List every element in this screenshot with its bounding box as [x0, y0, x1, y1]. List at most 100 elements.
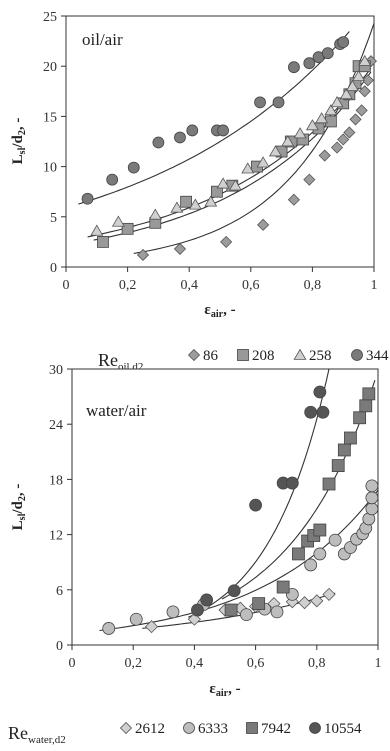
data-point-10554 — [285, 476, 299, 490]
y-tick-label: 25 — [43, 10, 57, 25]
data-point-86 — [173, 242, 187, 255]
x-tick-labels: 0 0,2 0,4 0,6 0,8 1 — [63, 267, 378, 293]
data-point-258 — [339, 88, 353, 100]
data-point-6333 — [365, 491, 379, 505]
data-point-7942 — [313, 523, 327, 537]
data-point-258 — [188, 198, 202, 210]
data-point-258 — [268, 145, 282, 157]
data-point-86 — [337, 133, 350, 146]
panel-label: oil/air — [82, 30, 123, 49]
data-point-2612 — [322, 587, 336, 601]
y-axis-label: Lsl/d2, - — [10, 484, 28, 531]
data-point-208 — [97, 235, 109, 248]
data-point-7942 — [337, 443, 351, 457]
data-point-344 — [81, 192, 94, 205]
legend-marker-258 — [293, 348, 307, 360]
data-point-258 — [148, 208, 162, 220]
x-tick-labels: 0 0,2 0,4 0,6 0,8 1 — [69, 645, 382, 671]
data-point-344 — [174, 131, 186, 144]
data-point-2612 — [310, 594, 324, 608]
fit-curve-208 — [93, 71, 372, 241]
y-tick-labels: 0 5 10 15 20 25 — [43, 10, 66, 276]
fit-curve-10554 — [188, 369, 330, 618]
data-point-258 — [90, 224, 104, 236]
data-point-86 — [257, 218, 270, 231]
data-point-208 — [211, 185, 223, 198]
x-tick-label: 1 — [371, 278, 378, 293]
x-tick-label: 0,2 — [119, 278, 137, 293]
data-point-7942 — [344, 431, 357, 445]
legend-marker-10554 — [309, 722, 321, 734]
legend-label-7942: 7942 — [261, 721, 291, 737]
data-point-7942 — [353, 411, 367, 425]
data-point-86 — [303, 173, 316, 186]
y-tick-label: 10 — [43, 161, 57, 176]
legend-marker-2612 — [119, 721, 133, 735]
data-point-7942 — [276, 580, 290, 594]
data-point-258 — [170, 201, 184, 213]
x-tick-label: 0,8 — [304, 278, 322, 293]
data-point-344 — [272, 96, 285, 109]
data-point-86 — [220, 235, 233, 248]
data-point-2612 — [144, 620, 159, 634]
y-tick-label: 0 — [50, 261, 57, 276]
legend-entries: 86 208 258 344 — [187, 348, 389, 364]
x-tick-label: 0 — [63, 278, 70, 293]
data-point-258 — [111, 215, 125, 227]
data-point-258 — [204, 195, 218, 207]
data-point-6333 — [365, 479, 379, 493]
legend-marker-6333 — [183, 722, 195, 734]
y-tick-label: 24 — [49, 418, 63, 433]
data-point-344 — [186, 124, 199, 137]
legend-label-86: 86 — [203, 348, 219, 364]
x-tick-label: 0,4 — [180, 278, 198, 293]
data-point-86 — [349, 113, 362, 126]
data-point-86 — [136, 248, 150, 262]
chart-oil-air: oil/air 0 5 10 15 20 25 0 0,2 0,4 0,6 0,8 1 Lsl/d2… — [10, 10, 389, 373]
y-tick-label: 15 — [43, 110, 57, 125]
data-point-258 — [228, 179, 242, 191]
y-tick-labels: 0 6 12 18 24 30 — [49, 363, 72, 654]
legend-label-10554: 10554 — [324, 721, 362, 737]
y-tick-label: 12 — [49, 529, 63, 544]
y-axis-label: Lsl/d2, - — [10, 118, 28, 165]
x-axis-label: εair, - — [209, 681, 240, 699]
data-point-6333 — [166, 605, 180, 619]
data-point-6333 — [102, 622, 116, 635]
data-point-2612 — [297, 596, 312, 610]
data-point-7942 — [362, 387, 376, 401]
legend-label-6333: 6333 — [198, 721, 228, 737]
data-point-6333 — [313, 547, 327, 561]
legend-entries: 2612 6333 7942 10554 — [119, 721, 362, 737]
legend-label-258: 258 — [309, 348, 332, 364]
data-point-258 — [324, 104, 338, 116]
y-tick-label: 20 — [43, 60, 57, 75]
data-point-6333 — [270, 605, 284, 619]
x-tick-label: 0,6 — [247, 656, 265, 671]
data-point-7942 — [331, 459, 345, 473]
legend-label-2612: 2612 — [135, 721, 165, 737]
data-point-344 — [127, 161, 140, 174]
data-point-86 — [358, 85, 371, 98]
data-point-10554 — [191, 603, 204, 617]
data-point-208 — [121, 222, 134, 235]
x-tick-label: 1 — [375, 656, 382, 671]
y-tick-label: 6 — [56, 584, 63, 599]
panel-label: water/air — [86, 401, 147, 420]
legend-marker-208 — [237, 349, 249, 361]
data-point-86 — [287, 193, 300, 206]
data-points — [81, 36, 377, 262]
data-point-258 — [345, 79, 359, 92]
data-point-7942 — [252, 597, 266, 610]
data-point-344 — [321, 47, 334, 60]
data-point-6333 — [365, 502, 379, 516]
data-point-258 — [281, 135, 295, 147]
fit-curve-86 — [133, 21, 374, 254]
data-point-7942 — [292, 547, 305, 561]
data-point-258 — [241, 162, 255, 174]
x-tick-label: 0,8 — [308, 656, 326, 671]
data-point-344 — [106, 173, 119, 186]
legend-marker-344 — [351, 349, 363, 361]
data-point-86 — [343, 126, 356, 139]
